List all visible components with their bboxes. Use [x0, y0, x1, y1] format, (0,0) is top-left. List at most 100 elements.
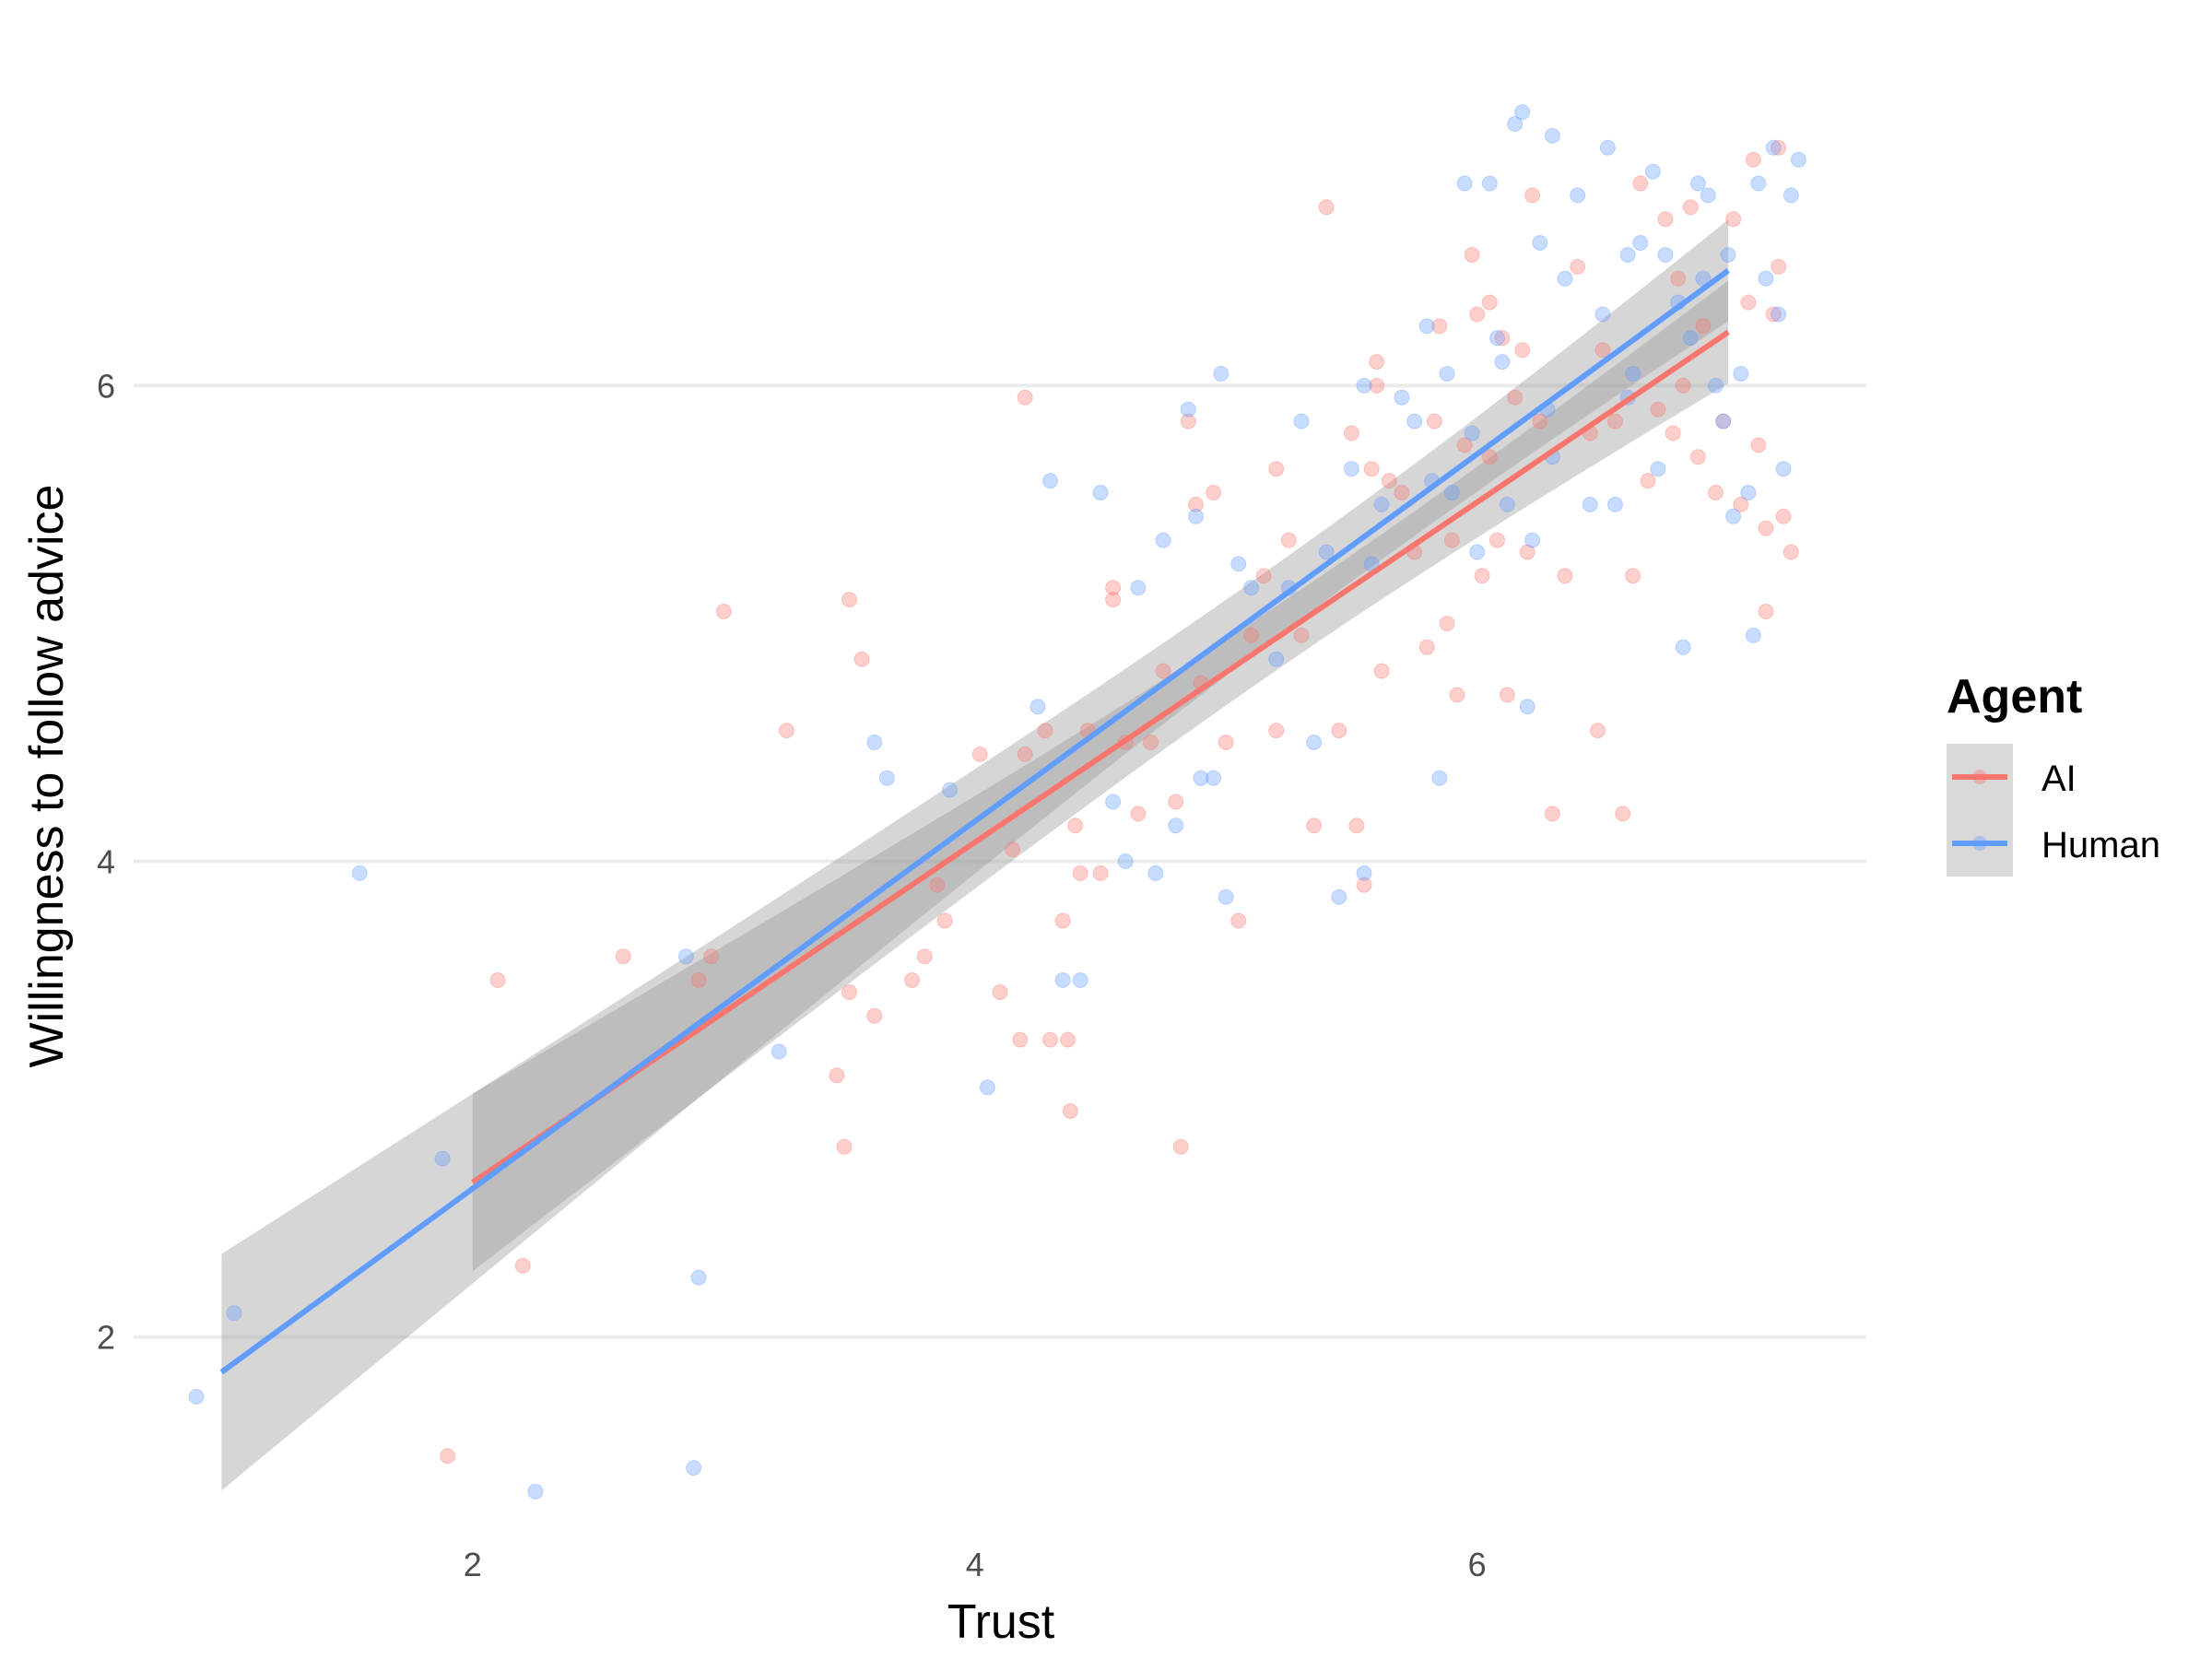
point-human-18	[1105, 794, 1122, 810]
point-ai-20	[1005, 841, 1021, 858]
point-ai-69	[1456, 437, 1473, 453]
point-human-2	[351, 865, 368, 881]
point-ai-59	[1373, 663, 1390, 679]
point-human-19	[1117, 853, 1134, 869]
point-ai-52	[1318, 199, 1335, 216]
point-human-30	[1230, 556, 1247, 572]
point-human-53	[1489, 330, 1505, 347]
point-ai-43	[1206, 485, 1222, 500]
legend-title: Agent	[1947, 670, 2082, 724]
fit-line-ai	[471, 329, 1730, 1185]
point-ai-75	[1494, 330, 1511, 347]
point-ai-97	[1675, 377, 1691, 394]
point-human-26	[1193, 770, 1209, 786]
point-human-5	[677, 948, 694, 965]
point-human-68	[1619, 247, 1636, 263]
point-ai-95	[1665, 425, 1681, 441]
x-tick-label-4: 4	[966, 1546, 984, 1583]
point-human-72	[1650, 461, 1666, 477]
point-ai-79	[1519, 544, 1535, 560]
point-human-9	[866, 735, 883, 750]
point-ai-83	[1557, 568, 1573, 584]
point-human-87	[1750, 175, 1767, 192]
point-ai-106	[1745, 151, 1761, 168]
point-ai-32	[1092, 865, 1109, 881]
point-ai-117	[1369, 354, 1385, 371]
legend-key-human-point	[1972, 836, 1987, 851]
x-tick-label-2: 2	[464, 1546, 482, 1583]
point-human-94	[1356, 377, 1372, 394]
point-ai-87	[1594, 342, 1611, 359]
point-human-14	[1042, 473, 1058, 489]
point-ai-74	[1489, 532, 1505, 548]
point-human-7	[690, 1269, 707, 1286]
point-human-55	[1507, 116, 1524, 132]
point-ai-33	[1105, 592, 1122, 608]
point-human-0	[188, 1388, 205, 1405]
y-tick-label-2: 2	[97, 1319, 115, 1357]
point-human-59	[1532, 235, 1548, 251]
point-ai-27	[1060, 1031, 1077, 1048]
point-human-47	[1439, 366, 1455, 382]
point-human-20	[1130, 580, 1147, 596]
point-human-80	[1708, 377, 1724, 394]
point-human-58	[1524, 532, 1541, 548]
point-ai-3	[615, 948, 631, 965]
point-human-44	[1418, 318, 1435, 335]
point-ai-100	[1695, 318, 1712, 335]
point-ai-109	[1765, 306, 1782, 323]
point-human-86	[1745, 627, 1761, 643]
point-human-41	[1373, 496, 1390, 512]
point-ai-76	[1499, 687, 1515, 703]
legend: Agent AI Human	[1947, 670, 2160, 877]
point-ai-92	[1640, 473, 1656, 489]
point-human-52	[1481, 175, 1498, 192]
point-ai-63	[1418, 639, 1435, 655]
point-ai-72	[1474, 568, 1490, 584]
point-ai-28	[1062, 1103, 1078, 1119]
point-ai-99	[1689, 449, 1706, 465]
point-ai-88	[1607, 413, 1623, 429]
point-human-85	[1740, 485, 1757, 500]
point-human-16	[1072, 972, 1088, 988]
point-ai-12	[853, 651, 870, 667]
point-human-38	[1343, 461, 1359, 477]
point-ai-37	[1155, 663, 1171, 679]
point-human-42	[1394, 389, 1410, 406]
point-human-79	[1700, 187, 1716, 204]
y-axis-title: Willingness to follow advice	[20, 485, 74, 1068]
point-ai-107	[1750, 437, 1767, 453]
point-ai-38	[1168, 794, 1184, 810]
point-human-50	[1464, 425, 1480, 441]
point-human-39	[1356, 865, 1372, 881]
point-human-25	[1188, 508, 1204, 524]
point-human-83	[1725, 508, 1742, 524]
point-ai-102	[1715, 413, 1732, 429]
point-ai-112	[1783, 544, 1799, 560]
point-ai-19	[992, 984, 1008, 1000]
point-human-92	[1783, 187, 1799, 204]
point-human-17	[1092, 485, 1109, 500]
point-ai-115	[1105, 580, 1122, 596]
point-human-32	[1268, 651, 1285, 667]
point-human-77	[1689, 175, 1706, 192]
fit-lines	[219, 268, 1730, 1375]
confidence-band-human	[221, 219, 1729, 1491]
point-ai-118	[1481, 294, 1498, 311]
point-ai-96	[1670, 270, 1687, 287]
point-ai-41	[1188, 496, 1204, 512]
point-ai-105	[1740, 294, 1757, 311]
point-ai-61	[1394, 485, 1410, 500]
point-ai-45	[1230, 912, 1247, 929]
y-tick-label-6: 6	[97, 367, 115, 405]
point-ai-16	[929, 877, 946, 893]
point-ai-55	[1348, 818, 1365, 834]
point-ai-113	[1771, 139, 1787, 156]
point-ai-111	[1775, 508, 1792, 524]
point-ai-21	[1012, 1031, 1029, 1048]
point-human-22	[1155, 532, 1171, 548]
point-ai-1	[489, 972, 506, 988]
point-human-56	[1514, 104, 1531, 121]
point-ai-47	[1255, 568, 1272, 584]
